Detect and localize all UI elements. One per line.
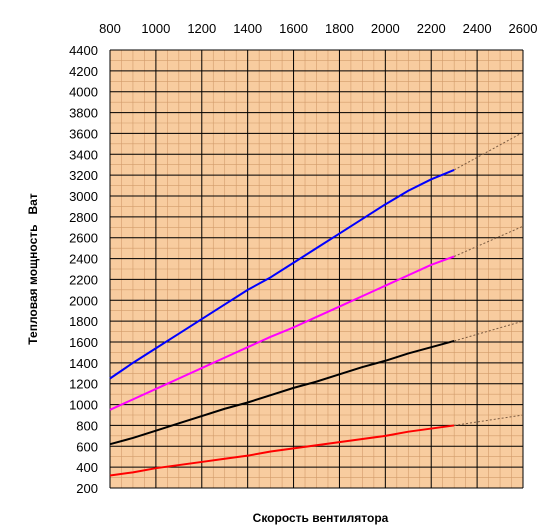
y-tick-label: 3600: [69, 126, 98, 141]
x-tick-label: 2200: [417, 21, 446, 36]
series-line: [109, 169, 455, 380]
x-tick-label: 1400: [233, 21, 262, 36]
y-tick-label: 600: [76, 439, 98, 454]
x-tick-label: 1600: [279, 21, 308, 36]
y-tick-label: 1200: [69, 377, 98, 392]
y-tick-label: 1600: [69, 335, 98, 350]
y-tick-label: 3800: [69, 106, 98, 121]
y-tick-label: 3000: [69, 189, 98, 204]
y-tick-label: 1000: [69, 398, 98, 413]
x-tick-label: 2000: [371, 21, 400, 36]
y-tick-label: 1800: [69, 314, 98, 329]
y-tick-label: 4400: [69, 43, 98, 58]
x-tick-label: 800: [99, 21, 121, 36]
x-tick-label: 1800: [325, 21, 354, 36]
y-tick-label: 2800: [69, 210, 98, 225]
x-tick-label: 2600: [509, 21, 538, 36]
series-line: [109, 424, 455, 477]
y-tick-label: 800: [76, 418, 98, 433]
x-tick-label: 2400: [463, 21, 492, 36]
y-axis-title: Тепловая мощность Ват: [26, 193, 40, 345]
y-tick-label: 2600: [69, 231, 98, 246]
y-tick-label: 3400: [69, 147, 98, 162]
y-tick-label: 2400: [69, 252, 98, 267]
y-tick-label: 4200: [69, 64, 98, 79]
y-tick-label: 3200: [69, 168, 98, 183]
x-tick-labels: 800 1000 1200 1400 1600 1800 2000 2200 2400 2600: [99, 21, 537, 36]
series-extrapolation-line: [453, 131, 524, 171]
y-tick-labels: 200 400 600 800 1000 1200 1400 1600 1800 2000 2200…: [69, 43, 98, 496]
x-tick-label: 1000: [141, 21, 170, 36]
series-extrapolation-line: [453, 225, 524, 257]
y-tick-label: 400: [76, 460, 98, 475]
series-layer: [109, 131, 524, 477]
y-tick-label: 2000: [69, 293, 98, 308]
x-axis-title: Скорость вентилятора: [253, 511, 389, 525]
y-tick-label: 1400: [69, 356, 98, 371]
series-line: [109, 339, 455, 446]
major-grid: [109, 49, 524, 489]
series-line: [109, 255, 455, 411]
y-tick-label: 4000: [69, 85, 98, 100]
x-tick-label: 1200: [187, 21, 216, 36]
y-tick-label: 2200: [69, 272, 98, 287]
y-tick-label: 200: [76, 481, 98, 496]
